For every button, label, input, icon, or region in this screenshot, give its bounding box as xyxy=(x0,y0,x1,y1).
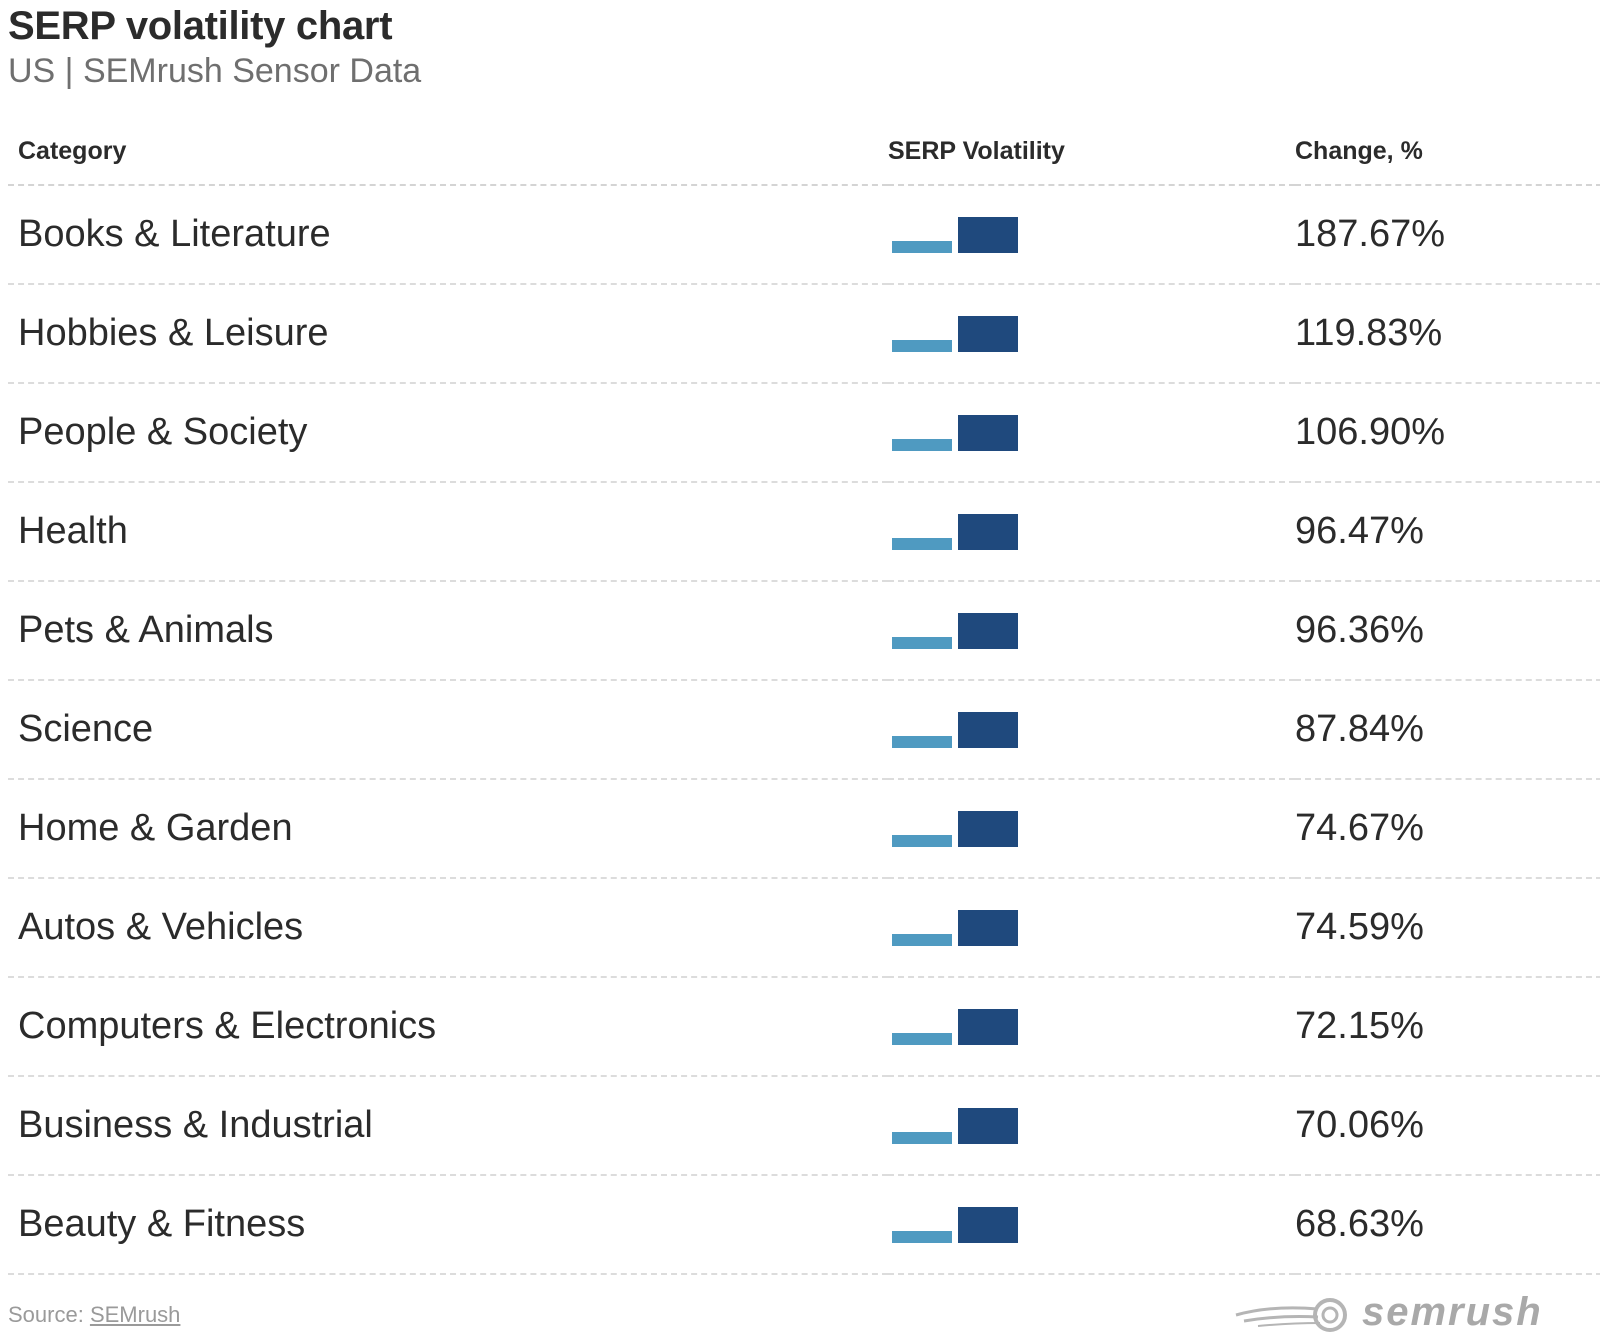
chart-title: SERP volatility chart xyxy=(8,4,393,48)
volatility-sparkbar xyxy=(892,1008,1018,1045)
category-cell: Health xyxy=(8,482,888,582)
previous-volatility-bar xyxy=(892,438,952,451)
change-cell: 74.67% xyxy=(1295,779,1600,879)
current-volatility-bar xyxy=(958,513,1018,550)
table-row: Books & Literature 187.67% xyxy=(8,185,1600,285)
previous-volatility-bar xyxy=(892,339,952,352)
change-cell: 74.59% xyxy=(1295,878,1600,978)
volatility-sparkbar-cell xyxy=(888,1076,1295,1176)
volatility-sparkbar xyxy=(892,810,1018,847)
previous-volatility-bar xyxy=(892,735,952,748)
change-cell: 96.47% xyxy=(1295,482,1600,582)
table-row: Science 87.84% xyxy=(8,680,1600,780)
category-cell: Hobbies & Leisure xyxy=(8,284,888,384)
previous-volatility-bar xyxy=(892,1131,952,1144)
volatility-sparkbar-cell xyxy=(888,779,1295,879)
current-volatility-bar xyxy=(958,909,1018,946)
current-volatility-bar xyxy=(958,1206,1018,1243)
source-prefix: Source: xyxy=(8,1302,90,1327)
table-row: Health 96.47% xyxy=(8,482,1600,582)
semrush-fireball-icon xyxy=(1235,1297,1347,1332)
category-cell: Home & Garden xyxy=(8,779,888,879)
column-header-change: Change, % xyxy=(1295,118,1600,186)
previous-volatility-bar xyxy=(892,636,952,649)
current-volatility-bar xyxy=(958,216,1018,253)
volatility-sparkbar-cell xyxy=(888,1175,1295,1275)
table-row: Home & Garden 74.67% xyxy=(8,779,1600,879)
current-volatility-bar xyxy=(958,711,1018,748)
previous-volatility-bar xyxy=(892,933,952,946)
table-body: Books & Literature 187.67% Hobbies & Leisu… xyxy=(8,185,1600,1275)
volatility-sparkbar xyxy=(892,1206,1018,1243)
volatility-sparkbar-cell xyxy=(888,185,1295,285)
volatility-sparkbar-cell xyxy=(888,680,1295,780)
change-cell: 68.63% xyxy=(1295,1175,1600,1275)
category-cell: Beauty & Fitness xyxy=(8,1175,888,1275)
table-header-row: Category SERP Volatility Change, % xyxy=(8,118,1600,186)
semrush-logo: semrush xyxy=(1232,1290,1543,1335)
volatility-sparkbar xyxy=(892,909,1018,946)
volatility-sparkbar xyxy=(892,513,1018,550)
previous-volatility-bar xyxy=(892,834,952,847)
volatility-sparkbar xyxy=(892,216,1018,253)
current-volatility-bar xyxy=(958,612,1018,649)
volatility-sparkbar-cell xyxy=(888,878,1295,978)
volatility-sparkbar-cell xyxy=(888,977,1295,1077)
change-cell: 187.67% xyxy=(1295,185,1600,285)
category-cell: Autos & Vehicles xyxy=(8,878,888,978)
volatility-sparkbar-cell xyxy=(888,383,1295,483)
current-volatility-bar xyxy=(958,810,1018,847)
volatility-sparkbar xyxy=(892,315,1018,352)
change-cell: 106.90% xyxy=(1295,383,1600,483)
previous-volatility-bar xyxy=(892,240,952,253)
column-header-category: Category xyxy=(8,118,888,186)
current-volatility-bar xyxy=(958,414,1018,451)
table-row: Computers & Electronics 72.15% xyxy=(8,977,1600,1077)
change-cell: 119.83% xyxy=(1295,284,1600,384)
category-cell: Books & Literature xyxy=(8,185,888,285)
category-cell: Computers & Electronics xyxy=(8,977,888,1077)
volatility-sparkbar xyxy=(892,414,1018,451)
change-cell: 72.15% xyxy=(1295,977,1600,1077)
change-cell: 70.06% xyxy=(1295,1076,1600,1176)
change-cell: 87.84% xyxy=(1295,680,1600,780)
current-volatility-bar xyxy=(958,1008,1018,1045)
table-row: Business & Industrial 70.06% xyxy=(8,1076,1600,1176)
volatility-table: Category SERP Volatility Change, % Books… xyxy=(8,118,1600,1275)
category-cell: People & Society xyxy=(8,383,888,483)
previous-volatility-bar xyxy=(892,1032,952,1045)
table-row: People & Society 106.90% xyxy=(8,383,1600,483)
source-note: Source: SEMrush xyxy=(8,1302,180,1328)
semrush-wordmark: semrush xyxy=(1362,1290,1543,1334)
source-link[interactable]: SEMrush xyxy=(89,1302,181,1327)
table-row: Hobbies & Leisure 119.83% xyxy=(8,284,1600,384)
current-volatility-bar xyxy=(958,315,1018,352)
table-row: Autos & Vehicles 74.59% xyxy=(8,878,1600,978)
volatility-sparkbar-cell xyxy=(888,482,1295,582)
current-volatility-bar xyxy=(958,1107,1018,1144)
category-cell: Science xyxy=(8,680,888,780)
chart-subtitle: US | SEMrush Sensor Data xyxy=(8,52,422,90)
change-cell: 96.36% xyxy=(1295,581,1600,681)
category-cell: Business & Industrial xyxy=(8,1076,888,1176)
category-cell: Pets & Animals xyxy=(8,581,888,681)
volatility-sparkbar-cell xyxy=(888,581,1295,681)
volatility-sparkbar xyxy=(892,711,1018,748)
volatility-sparkbar xyxy=(892,612,1018,649)
volatility-sparkbar xyxy=(892,1107,1018,1144)
previous-volatility-bar xyxy=(892,1230,952,1243)
table-row: Beauty & Fitness 68.63% xyxy=(8,1175,1600,1275)
previous-volatility-bar xyxy=(892,537,952,550)
table-row: Pets & Animals 96.36% xyxy=(8,581,1600,681)
column-header-serp-volatility: SERP Volatility xyxy=(888,118,1295,186)
volatility-sparkbar-cell xyxy=(888,284,1295,384)
